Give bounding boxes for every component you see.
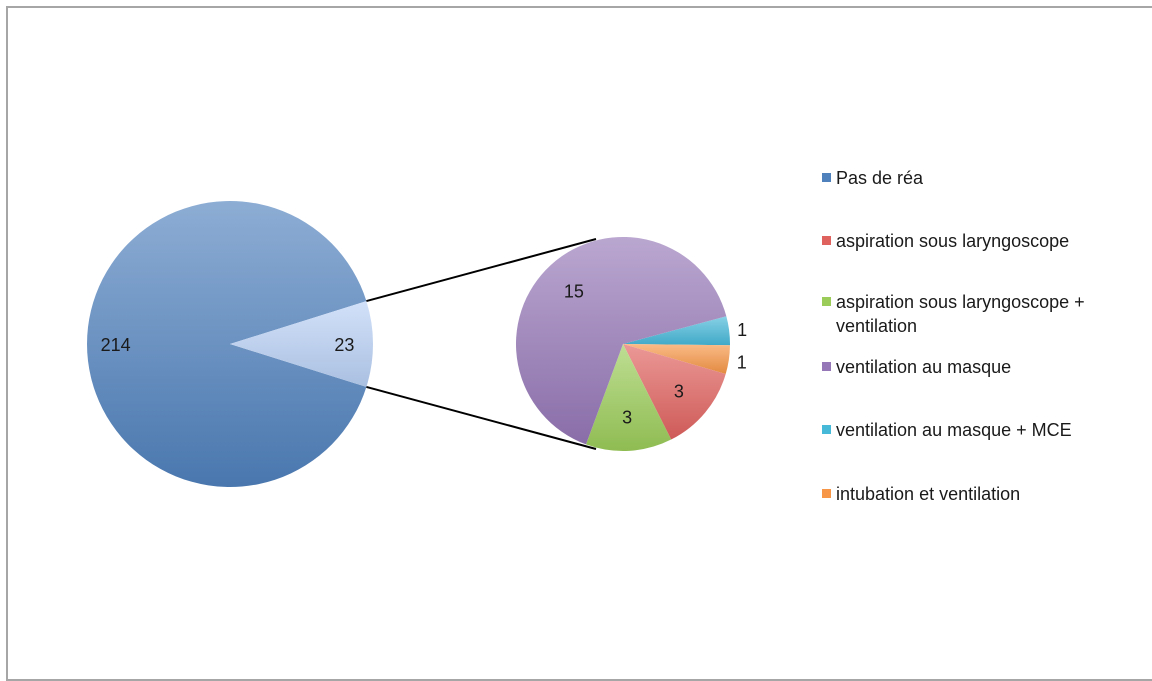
connector-line-top bbox=[366, 238, 597, 303]
data-label-secondary-aspiration-sous-laryngoscope: 3 bbox=[674, 382, 684, 402]
legend-swatch bbox=[822, 297, 831, 306]
legend-swatch bbox=[822, 362, 831, 371]
secondary-slice-aspiration-sous-laryngoscope-ventilation bbox=[586, 344, 672, 452]
legend-item-aspiration-sous-laryngoscope-ventilation: aspiration sous laryngoscope + ventilati… bbox=[822, 290, 1142, 338]
legend-item-ventilation-au-masque-mce: ventilation au masque + MCE bbox=[822, 418, 1142, 442]
connector-line-bottom bbox=[366, 385, 597, 450]
legend-label: ventilation au masque + MCE bbox=[836, 420, 1072, 440]
primary-pie bbox=[87, 201, 374, 487]
legend-label: intubation et ventilation bbox=[836, 484, 1021, 504]
data-label-secondary-ventilation-au-masque: 15 bbox=[564, 281, 584, 301]
legend-label: aspiration sous laryngoscope + ventilati… bbox=[836, 292, 1085, 336]
legend-item-aspiration-sous-laryngoscope: aspiration sous laryngoscope bbox=[822, 229, 1142, 253]
data-label-secondary-ventilation-au-masque-mce: 1 bbox=[737, 320, 747, 340]
legend-swatch bbox=[822, 489, 831, 498]
legend-swatch bbox=[822, 173, 831, 182]
secondary-slice-aspiration-sous-laryngoscope bbox=[623, 344, 726, 440]
legend-label: Pas de réa bbox=[836, 168, 924, 188]
legend-item-intubation-et-ventilation: intubation et ventilation bbox=[822, 482, 1142, 506]
data-label-secondary-aspiration-sous-laryngoscope-ventilation: 3 bbox=[622, 408, 632, 428]
primary-slice-other-1 bbox=[230, 301, 374, 387]
secondary-slice-intubation-et-ventilation bbox=[623, 344, 730, 375]
data-label-primary-pas-de-rea: 214 bbox=[101, 335, 131, 355]
legend-item-ventilation-au-masque: ventilation au masque bbox=[822, 355, 1142, 379]
primary-slice-pas-de-rea bbox=[87, 201, 367, 487]
legend-label: aspiration sous laryngoscope bbox=[836, 231, 1070, 251]
legend-label: ventilation au masque bbox=[836, 357, 1012, 377]
data-label-secondary-intubation-et-ventilation: 1 bbox=[737, 353, 747, 373]
secondary-pie bbox=[515, 237, 730, 452]
data-label-primary-other-1: 23 bbox=[334, 335, 354, 355]
legend-swatch bbox=[822, 425, 831, 434]
data-labels: 214 23 1 1 3 3 15 bbox=[101, 281, 748, 427]
legend-item-pas-de-rea: Pas de réa bbox=[822, 166, 1142, 190]
secondary-slice-ventilation-au-masque-mce bbox=[623, 316, 730, 346]
secondary-slice-ventilation-au-masque bbox=[515, 237, 727, 445]
legend-swatch bbox=[822, 236, 831, 245]
connector-lines bbox=[366, 238, 597, 450]
